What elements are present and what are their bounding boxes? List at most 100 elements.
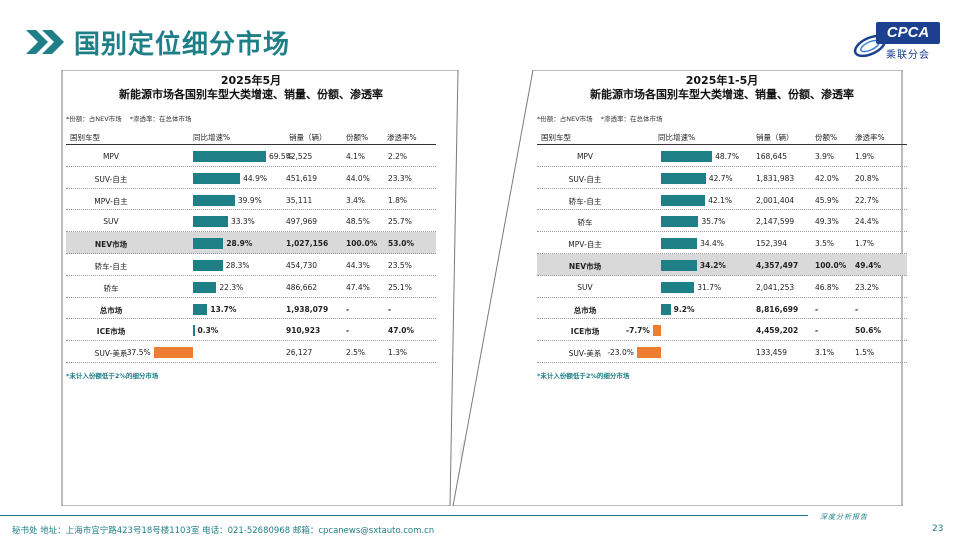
table-row: 轿车 22.3% 486,662 47.4% 25.1% [66,276,436,298]
row-name: 轿车-自主 [568,196,602,206]
cpca-logo: CPCA 乘联分会 [852,22,942,64]
share-value: 2.5% [346,348,366,358]
sales-value: 133,459 [756,348,788,358]
header-sales: 销量（辆） [756,133,794,142]
sales-value: 454,730 [286,260,318,270]
yoy-bar [636,347,661,359]
yoy-label: -37.5% [124,348,151,358]
row-name: SUV-美系 [568,349,602,359]
yoy-bar [661,216,699,228]
yoy-label: 13.7% [210,304,237,314]
page-number: 23 [932,524,944,534]
logo-mark: CPCA [876,22,940,44]
row-name: MPV [102,152,120,161]
yoy-label: 33.3% [230,217,255,227]
table-row: SUV-自主 44.9% 451,619 44.0% 23.3% [66,167,436,189]
penetration-note: *渗透率：在总体市场 [600,115,663,123]
header-name: 国别车型 [70,133,100,142]
penetration-value: 49.4% [855,260,882,270]
penetration-value: 1.9% [855,152,875,161]
yoy-bar [652,325,661,337]
share-value: 44.0% [346,173,370,183]
sales-value: 1,831,983 [756,173,795,183]
sales-value: 2,041,253 [756,282,795,292]
yoy-bar [661,303,671,315]
sales-value: 42,525 [286,152,313,161]
penetration-value: 1.5% [855,348,875,358]
row-name: MPV [576,152,594,161]
table-row: SUV 31.7% 2,041,253 46.8% 23.2% [537,276,907,298]
share-value: 3.9% [815,152,835,161]
share-value: - [346,304,350,314]
table-row: MPV 69.5% 42,525 4.1% 2.2% [66,145,436,167]
penetration-note: *渗透率：在总体市场 [129,115,192,123]
yoy-label: 48.7% [715,152,739,161]
yoy-bar [661,151,713,162]
yoy-label: -23.0% [607,348,634,358]
row-name: NEV市场 [94,240,128,250]
yoy-bar [193,281,217,293]
panel-subtitle: 新能源市场各国别车型大类增速、销量、份额、渗透率 [590,88,854,101]
page-title: 国别定位细分市场 [74,30,291,60]
yoy-label: 9.2% [673,304,695,314]
panel-may: 2025年5月 新能源市场各国别车型大类增速、销量、份额、渗透率 *份额：占NE… [66,74,436,380]
sales-value: 2,147,599 [756,217,795,227]
sales-value: 2,001,404 [756,195,795,205]
yoy-label: 35.7% [701,217,726,227]
yoy-label: -7.7% [626,326,650,336]
sales-value: 4,357,497 [756,260,799,270]
yoy-label: 22.3% [219,282,244,292]
header-sales: 销量（辆） [289,133,327,142]
panel-title: 2025年1-5月 [685,74,759,87]
sales-value: 168,645 [756,152,788,161]
share-value: 49.3% [815,217,839,227]
penetration-value: 53.0% [388,239,415,249]
table-row: 轿车-自主 28.3% 454,730 44.3% 23.5% [66,254,436,276]
table-body: MPV 48.7% 168,645 3.9% 1.9% SUV-自主 42.7% 1,831,… [537,145,907,363]
share-note: *份额：占NEV市场 [66,115,122,123]
header-share: 份额% [815,133,838,142]
header-yoy: 同比增速% [193,133,231,142]
sales-value: 8,816,699 [756,304,799,314]
table-row: SUV-美系 -37.5% 26,127 2.5% 1.3% [66,341,436,363]
panel-title: 2025年5月 [220,74,282,87]
panel-jan-may: 2025年1-5月 新能源市场各国别车型大类增速、销量、份额、渗透率 *份额：占… [537,74,907,380]
yoy-bar [193,325,195,337]
yoy-label: 31.7% [697,282,722,292]
table-header: 国别车型 同比增速% 销量（辆） 份额% 渗透率% [66,127,436,145]
footnote: *未计入份额低于2%的细分市场 [66,371,159,380]
yoy-bar [153,347,193,359]
sales-value: 497,969 [286,217,318,227]
yoy-label: 69.5% [268,152,293,161]
share-value: 3.4% [346,195,366,205]
penetration-value: 20.8% [855,173,879,183]
row-name: ICE市场 [570,327,600,337]
table-row: ICE市场 0.3% 910,923 - 47.0% [66,319,436,342]
yoy-label: 42.7% [708,173,733,183]
logo-text: 乘联分会 [886,50,930,61]
sales-value: 1,027,156 [286,239,329,249]
share-value: 3.5% [815,239,835,249]
table-header: 国别车型 同比增速% 销量（辆） 份额% 渗透率% [537,127,907,145]
row-name: NEV市场 [568,261,602,271]
penetration-value: 2.2% [388,152,408,161]
penetration-value: - [388,304,392,314]
share-value: 48.5% [346,217,370,227]
yoy-bar [661,238,698,250]
header-name: 国别车型 [541,133,571,142]
penetration-value: 23.2% [855,282,879,292]
share-note: *份额：占NEV市场 [537,115,593,123]
yoy-bar [193,172,241,184]
share-value: - [346,326,350,336]
penetration-value: 24.4% [855,217,879,227]
penetration-value: 50.6% [855,326,882,336]
share-value: 4.1% [346,152,366,161]
row-name: SUV-自主 [94,174,128,184]
footer-contact: 秘书处 地址：上海市宜宁路423号18号楼1103室 电话：021-526809… [12,526,435,536]
yoy-label: 34.4% [700,239,724,249]
row-name: 轿车 [577,218,593,228]
panel-notes: *份额：占NEV市场 *渗透率：在总体市场 [537,113,907,123]
yoy-label: 39.9% [237,195,262,205]
penetration-value: 22.7% [855,195,879,205]
